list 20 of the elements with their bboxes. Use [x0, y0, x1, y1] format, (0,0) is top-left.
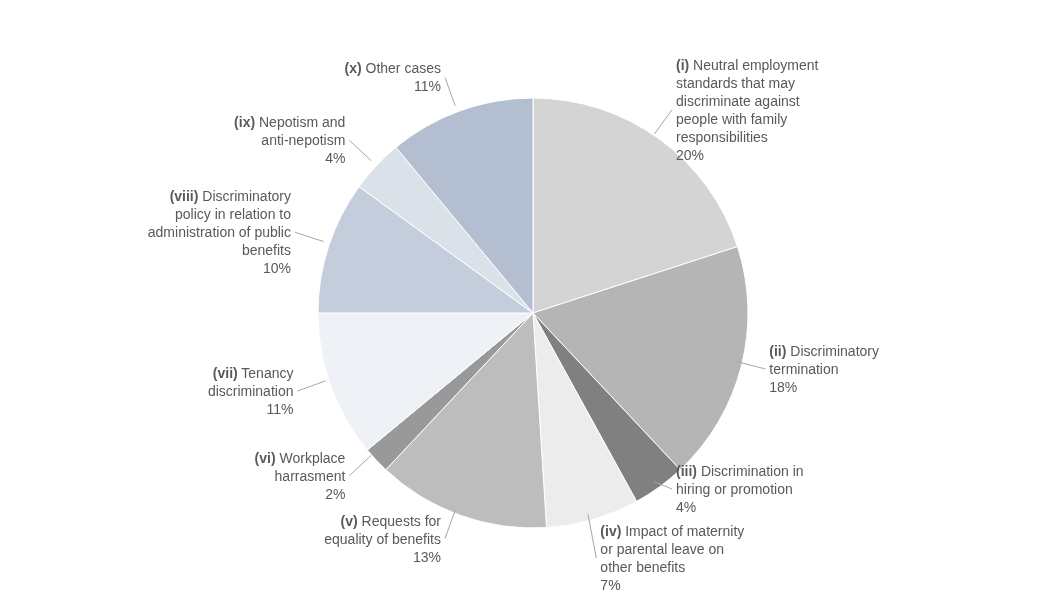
slice-label: (i) Neutral employment standards that may discriminate against people with family responsibilities — [676, 56, 819, 145]
slice-label: (iv) Impact of maternity or parental leave on other benefits — [600, 523, 745, 575]
data-label: 4% — [325, 150, 346, 167]
data-label: 13% — [412, 548, 442, 565]
slice-label: (viii) Discriminatory policy in relation to administration of public benefits — [147, 188, 292, 259]
slice-label: (v) Requests for equality of benefits — [324, 512, 442, 547]
slice-label: (ii) Discriminatory termination — [769, 342, 879, 377]
data-label: 2% — [325, 485, 346, 502]
data-label: 10% — [262, 260, 291, 277]
slice-label: (vii) Tenancy discrimination — [207, 364, 294, 399]
data-label: 11% — [266, 400, 294, 417]
data-label: 4% — [676, 499, 697, 515]
data-label: 20% — [676, 146, 705, 163]
data-label: 18% — [769, 378, 798, 395]
slice-label: (x) Other cases — [344, 60, 442, 77]
slice-label: (ix) Nepotism and anti-nepotism — [234, 114, 346, 149]
data-label: 11% — [414, 78, 442, 95]
slice-label: (vi) Workplace harrasment — [254, 449, 346, 484]
data-label: 7% — [600, 577, 621, 593]
slice-label: (iii) Discrimination in hiring or promotion — [676, 463, 804, 497]
